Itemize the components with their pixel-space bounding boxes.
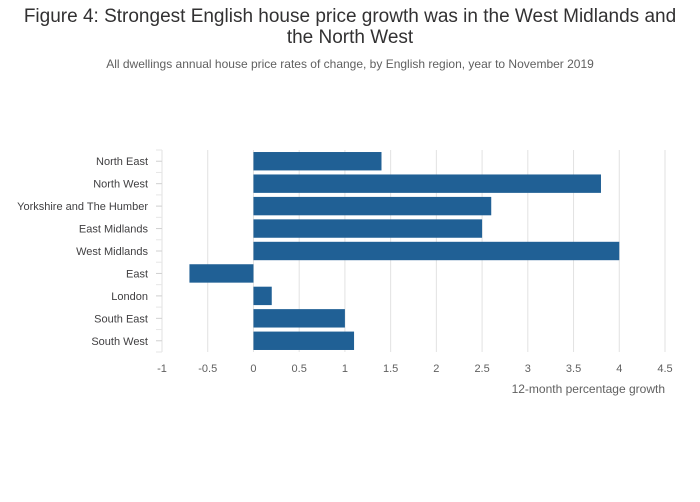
bar[interactable] <box>253 241 620 261</box>
y-axis-ticks <box>156 149 162 353</box>
chart-subtitle: All dwellings annual house price rates o… <box>106 57 594 71</box>
bar[interactable] <box>253 196 492 216</box>
y-category-label: East <box>126 268 148 280</box>
y-category-label: London <box>111 291 148 303</box>
bar[interactable] <box>253 152 382 171</box>
x-tick-label: 1 <box>342 363 348 375</box>
bar[interactable] <box>253 174 601 193</box>
bar[interactable] <box>253 286 272 306</box>
bar[interactable] <box>253 331 355 350</box>
y-axis-category-labels: North East North West Yorkshire and The Hu… <box>17 156 148 348</box>
y-category-label: South East <box>94 313 148 325</box>
x-tick-label: -1 <box>157 363 167 375</box>
y-category-label: East Midlands <box>79 224 149 236</box>
x-tick-label: 0.5 <box>292 363 307 375</box>
x-tick-label: 3 <box>525 363 531 375</box>
x-tick-label: 3.5 <box>566 363 581 375</box>
y-category-label: West Midlands <box>76 246 148 258</box>
y-category-label: Yorkshire and The Humber <box>17 201 148 213</box>
x-tick-label: 4.5 <box>657 363 672 375</box>
x-tick-label: 4 <box>616 363 622 375</box>
x-tick-label: -0.5 <box>198 363 217 375</box>
bars <box>189 152 620 350</box>
x-tick-label: 2.5 <box>474 363 489 375</box>
x-axis-tick-labels: -1 -0.5 0 0.5 1 1.5 2 2.5 3 3.5 4 4.5 <box>157 363 673 375</box>
chart-title: Figure 4: Strongest English house price … <box>23 6 677 48</box>
y-category-label: North East <box>96 156 148 168</box>
x-tick-label: 1.5 <box>383 363 398 375</box>
bar[interactable] <box>253 309 345 328</box>
bar[interactable] <box>253 219 483 238</box>
x-axis-title: 12-month percentage growth <box>512 382 665 396</box>
x-tick-label: 0 <box>250 363 256 375</box>
x-tick-label: 2 <box>433 363 439 375</box>
bar[interactable] <box>189 264 254 283</box>
y-category-label: South West <box>91 336 148 348</box>
y-category-label: North West <box>93 179 148 191</box>
